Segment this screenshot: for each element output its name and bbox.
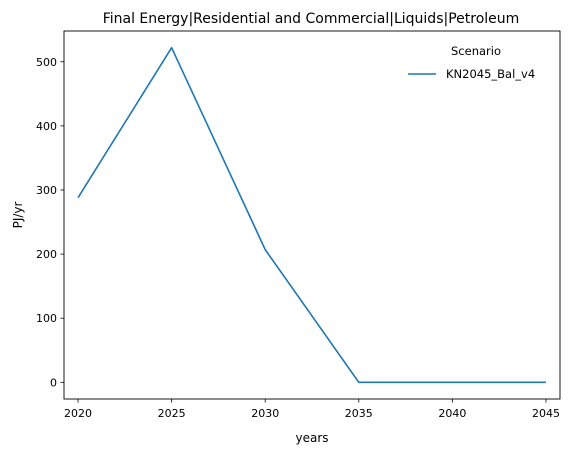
x-tick-label: 2025 <box>158 407 186 420</box>
y-axis: 0 100 200 300 400 500 <box>36 56 64 389</box>
legend-title: Scenario <box>451 44 501 58</box>
x-tick-label: 2035 <box>345 407 373 420</box>
series-line-kn2045-bal-v4 <box>77 46 546 384</box>
x-tick-label: 2045 <box>532 407 560 420</box>
y-tick-label: 0 <box>50 376 57 389</box>
x-tick-label: 2030 <box>251 407 279 420</box>
y-tick-label: 100 <box>36 312 57 325</box>
y-tick-label: 400 <box>36 120 57 133</box>
x-tick-label: 2020 <box>64 407 92 420</box>
plot-area <box>63 30 561 400</box>
y-tick-label: 200 <box>36 248 57 261</box>
series-lines <box>77 46 546 384</box>
x-axis-label: years <box>295 431 328 445</box>
y-tick-label: 500 <box>36 56 57 69</box>
x-axis: 2020 2025 2030 2035 2040 2045 <box>64 399 560 420</box>
legend: Scenario KN2045_Bal_v4 <box>408 44 535 81</box>
y-axis-label: PJ/yr <box>11 202 25 229</box>
legend-entry-label: KN2045_Bal_v4 <box>446 67 535 81</box>
y-tick-label: 300 <box>36 184 57 197</box>
x-tick-label: 2040 <box>438 407 466 420</box>
chart-title: Final Energy|Residential and Commercial|… <box>103 11 520 27</box>
